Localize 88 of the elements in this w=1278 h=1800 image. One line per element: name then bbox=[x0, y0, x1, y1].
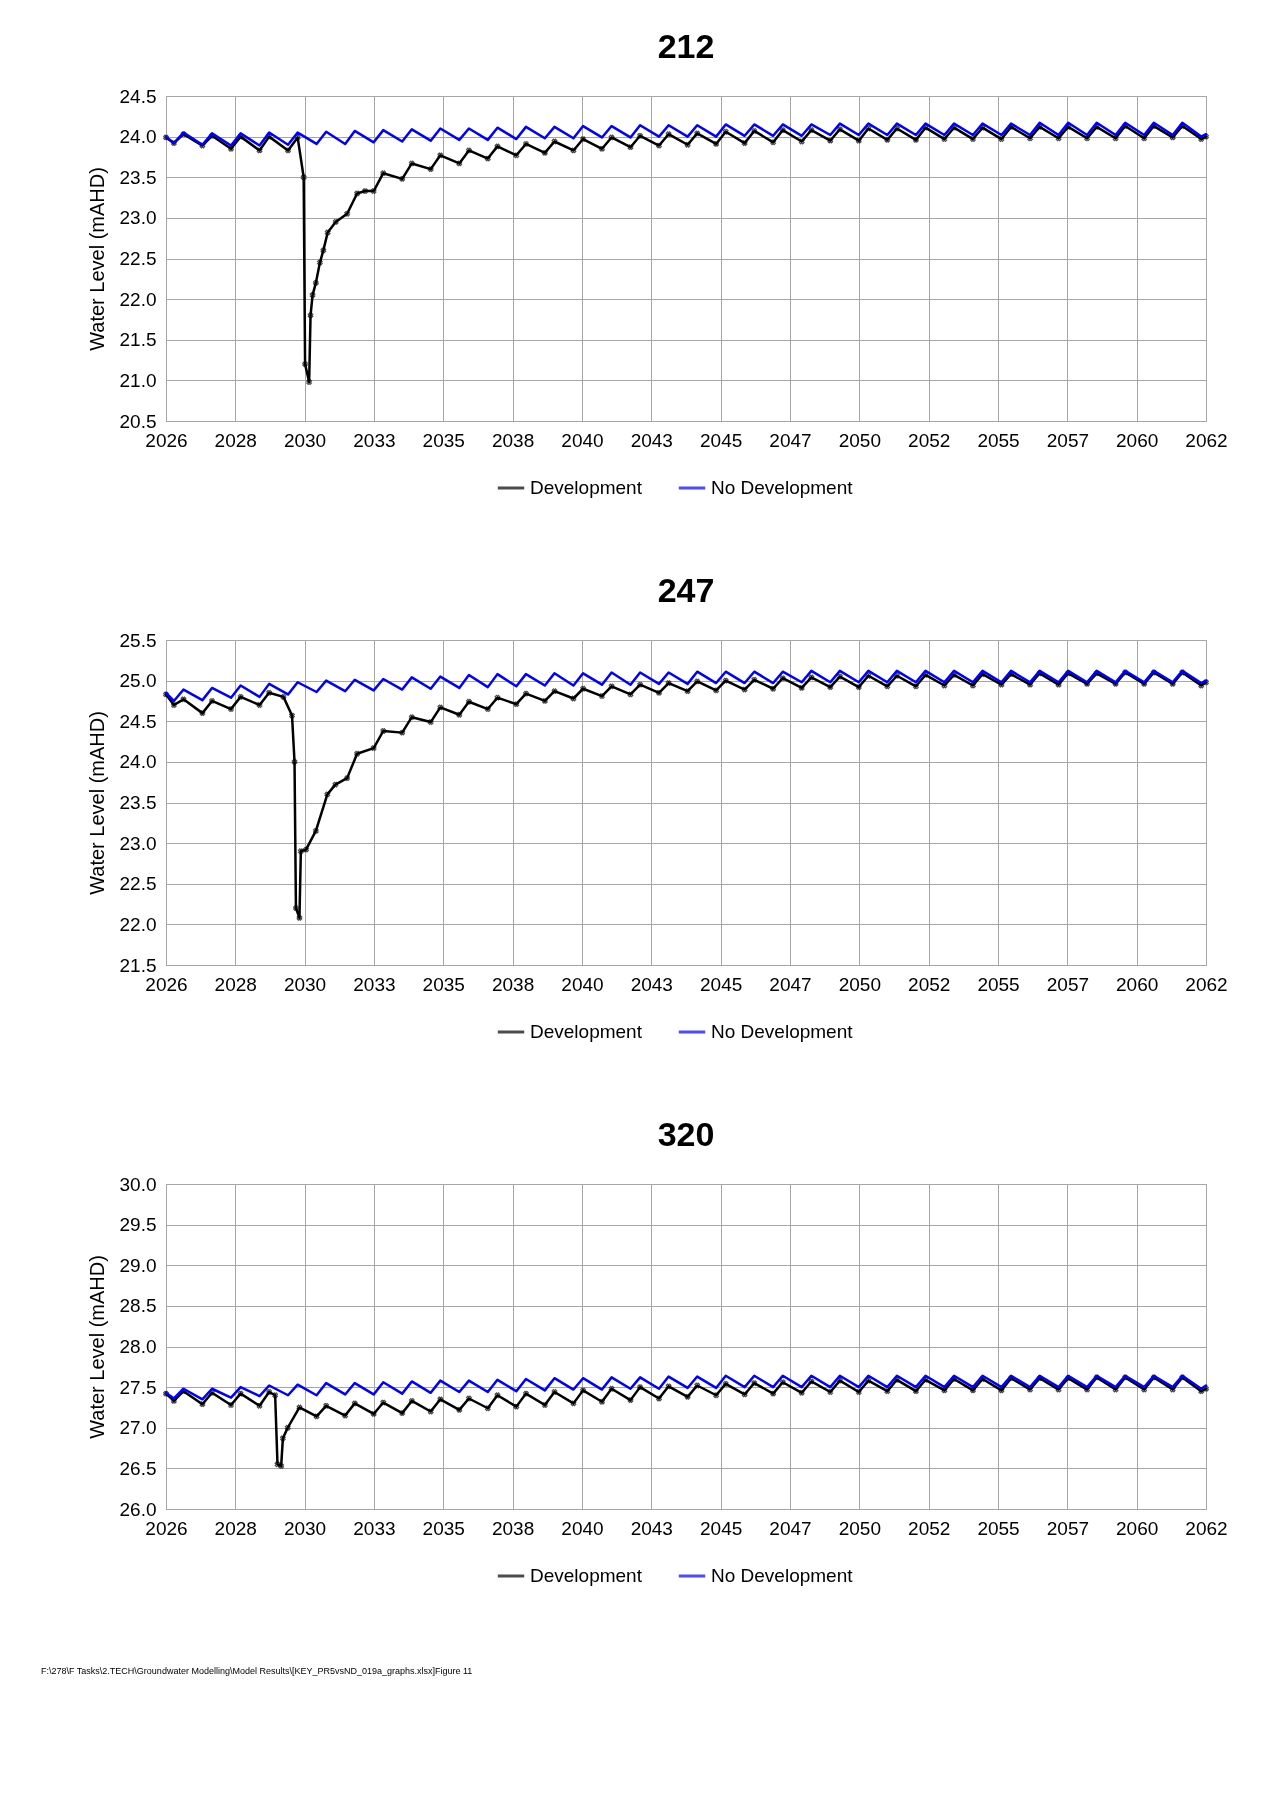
y-tick-label: 23.0 bbox=[119, 207, 157, 229]
y-tick-label: 29.0 bbox=[119, 1254, 157, 1276]
y-tick-label: 22.5 bbox=[119, 248, 157, 269]
x-tick-label: 2052 bbox=[908, 973, 951, 995]
x-tick-label: 2026 bbox=[145, 1517, 188, 1539]
legend-label: Development bbox=[530, 1565, 643, 1586]
x-tick-label: 2057 bbox=[1046, 973, 1090, 995]
x-tick-label: 2028 bbox=[214, 429, 257, 451]
y-tick-label: 25.5 bbox=[119, 629, 157, 651]
x-tick-label: 2033 bbox=[353, 973, 396, 995]
x-tick-label: 2050 bbox=[838, 429, 881, 451]
y-tick-label: 24.0 bbox=[119, 126, 157, 148]
x-tick-label: 2040 bbox=[561, 1517, 604, 1539]
legend-label: No Development bbox=[711, 1021, 854, 1042]
y-axis-title: Water Level (mAHD) bbox=[85, 711, 108, 895]
x-tick-label: 2057 bbox=[1046, 1517, 1090, 1539]
x-tick-label: 2055 bbox=[977, 973, 1020, 995]
x-tick-label: 2030 bbox=[283, 973, 327, 995]
y-tick-label: 28.5 bbox=[119, 1295, 157, 1317]
x-tick-label: 2062 bbox=[1185, 429, 1228, 451]
y-tick-label: 22.0 bbox=[119, 288, 157, 310]
legend-label: Development bbox=[530, 1021, 643, 1042]
x-tick-label: 2050 bbox=[838, 1517, 881, 1539]
x-tick-label: 2062 bbox=[1185, 973, 1228, 995]
x-tick-label: 2045 bbox=[700, 1517, 743, 1539]
x-tick-label: 2043 bbox=[630, 1517, 673, 1539]
x-tick-label: 2043 bbox=[630, 429, 673, 451]
x-tick-label: 2045 bbox=[700, 973, 743, 995]
legend-label: No Development bbox=[711, 477, 854, 498]
y-tick-label: 26.0 bbox=[119, 1498, 157, 1520]
y-tick-label: 27.0 bbox=[119, 1417, 157, 1439]
x-tick-label: 2045 bbox=[700, 429, 743, 451]
x-tick-label: 2030 bbox=[283, 429, 327, 451]
y-tick-label: 26.5 bbox=[119, 1457, 157, 1479]
x-tick-label: 2047 bbox=[769, 1517, 812, 1539]
x-tick-label: 2026 bbox=[145, 429, 188, 451]
y-tick-label: 28.0 bbox=[119, 1336, 157, 1357]
x-tick-label: 2060 bbox=[1116, 1517, 1159, 1539]
chart-title: 247 bbox=[657, 571, 715, 609]
x-tick-label: 2055 bbox=[977, 1517, 1020, 1539]
y-tick-label: 24.5 bbox=[119, 710, 157, 732]
x-tick-label: 2040 bbox=[561, 973, 604, 995]
x-tick-label: 2062 bbox=[1185, 1517, 1228, 1539]
y-tick-label: 29.5 bbox=[119, 1214, 157, 1236]
y-tick-label: 27.5 bbox=[119, 1376, 157, 1398]
text: F:\278\F Tasks\2.TECH\Groundwater Modelling\Model Results\[KEY_PR5vsND_019a_graphs.xlsx]Figure 11 bbox=[41, 1666, 473, 1676]
chart-title: 212 bbox=[657, 27, 715, 65]
x-tick-label: 2057 bbox=[1046, 429, 1090, 451]
x-tick-label: 2050 bbox=[838, 973, 881, 995]
x-tick-label: 2060 bbox=[1116, 973, 1159, 995]
x-tick-label: 2047 bbox=[769, 973, 812, 995]
chart-title: 320 bbox=[657, 1115, 715, 1153]
y-tick-label: 21.5 bbox=[119, 954, 157, 976]
y-tick-label: 24.5 bbox=[119, 85, 157, 107]
legend-label: Development bbox=[530, 477, 643, 498]
y-axis-title: Water Level (mAHD) bbox=[85, 167, 108, 351]
x-tick-label: 2052 bbox=[908, 429, 951, 451]
x-tick-label: 2038 bbox=[491, 429, 535, 451]
x-tick-label: 2033 bbox=[353, 429, 396, 451]
x-tick-label: 2035 bbox=[422, 429, 465, 451]
x-tick-label: 2035 bbox=[422, 973, 465, 995]
x-tick-label: 2055 bbox=[977, 429, 1020, 451]
x-tick-label: 2047 bbox=[769, 429, 812, 451]
x-tick-label: 2038 bbox=[491, 1517, 535, 1539]
y-tick-label: 22.5 bbox=[119, 873, 157, 895]
x-tick-label: 2040 bbox=[561, 429, 604, 451]
x-tick-label: 2052 bbox=[908, 1517, 951, 1539]
x-tick-label: 2035 bbox=[422, 1517, 465, 1539]
y-tick-label: 21.0 bbox=[119, 369, 157, 391]
y-tick-label: 22.0 bbox=[119, 913, 157, 935]
y-tick-label: 23.0 bbox=[119, 832, 157, 854]
x-tick-label: 2028 bbox=[214, 973, 257, 995]
x-tick-label: 2060 bbox=[1116, 429, 1159, 451]
x-tick-label: 2026 bbox=[145, 973, 188, 995]
x-tick-label: 2038 bbox=[491, 973, 535, 995]
x-tick-label: 2043 bbox=[630, 973, 673, 995]
y-tick-label: 23.5 bbox=[119, 792, 157, 813]
x-tick-label: 2030 bbox=[283, 1517, 327, 1539]
legend-label: No Development bbox=[711, 1565, 854, 1586]
y-tick-label: 25.0 bbox=[119, 670, 157, 692]
y-tick-label: 21.5 bbox=[119, 329, 157, 351]
x-tick-label: 2028 bbox=[214, 1517, 257, 1539]
y-tick-label: 20.5 bbox=[119, 410, 157, 432]
y-axis-title: Water Level (mAHD) bbox=[85, 1255, 108, 1439]
y-tick-label: 23.5 bbox=[119, 166, 157, 188]
y-tick-label: 24.0 bbox=[119, 751, 157, 773]
x-tick-label: 2033 bbox=[353, 1517, 396, 1539]
y-tick-label: 30.0 bbox=[119, 1173, 157, 1195]
